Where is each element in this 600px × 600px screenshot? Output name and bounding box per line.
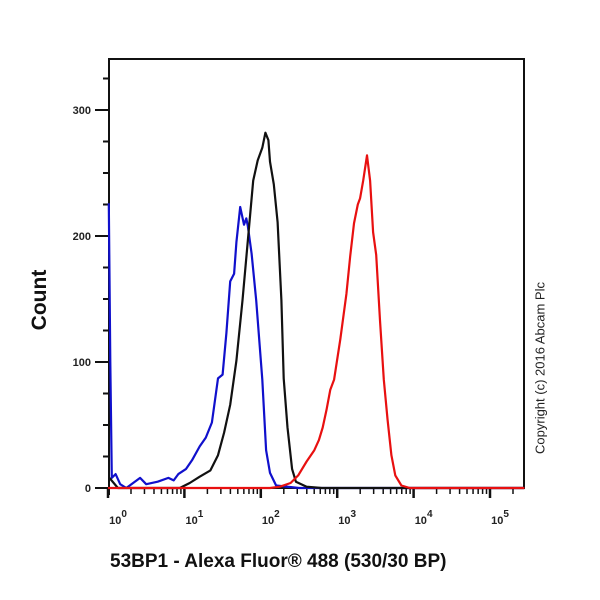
y-tick-label: 100 bbox=[73, 357, 91, 369]
copyright-container: Copyright (c) 2016 Abcam Plc bbox=[528, 240, 552, 495]
y-tick-label: 200 bbox=[73, 231, 91, 243]
x-tick-label: 100 bbox=[109, 509, 127, 527]
x-tick-label: 104 bbox=[415, 509, 433, 527]
y-axis-label-container: Count bbox=[20, 269, 60, 331]
x-tick-label: 101 bbox=[185, 509, 203, 527]
histogram-series bbox=[107, 131, 525, 490]
red-histogram-line bbox=[108, 154, 525, 490]
plot-frame bbox=[108, 58, 525, 489]
x-tick-label: 102 bbox=[262, 509, 280, 527]
y-axis: 0 100 200 300 bbox=[73, 59, 110, 495]
copyright-text: Copyright (c) 2016 Abcam Plc bbox=[532, 281, 548, 454]
x-tick-label: 103 bbox=[338, 509, 356, 527]
black-histogram-line bbox=[108, 131, 525, 490]
blue-histogram-line bbox=[107, 203, 525, 490]
y-tick-label: 0 bbox=[85, 483, 91, 495]
y-axis-label: Count bbox=[28, 269, 51, 331]
x-tick-label: 105 bbox=[491, 509, 509, 527]
x-axis-label: 53BP1 - Alexa Fluor® 488 (530/30 BP) bbox=[110, 551, 447, 572]
y-tick-label: 300 bbox=[73, 105, 91, 117]
x-axis: 100 101 102 103 104 105 bbox=[106, 487, 524, 527]
